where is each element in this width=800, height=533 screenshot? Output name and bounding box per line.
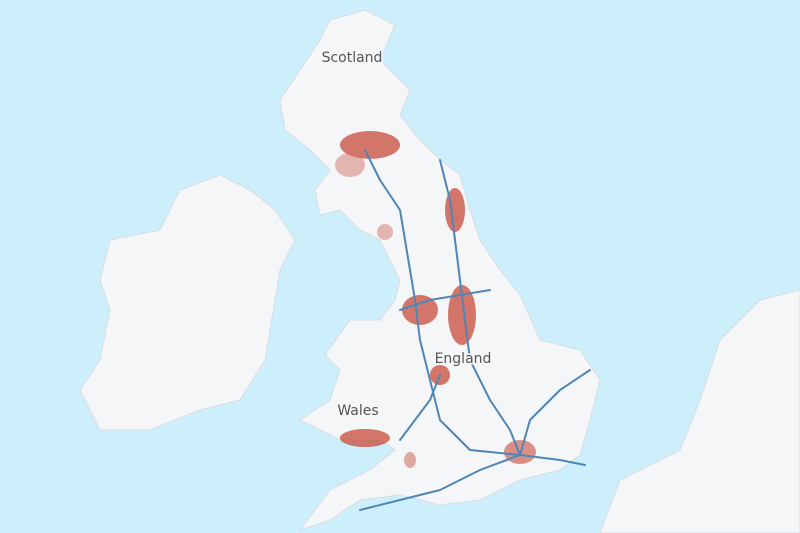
heat-area — [340, 131, 400, 159]
roads — [359, 149, 591, 511]
region-label: Scotland — [322, 50, 383, 66]
road — [519, 454, 586, 466]
heat-area — [377, 224, 393, 240]
road — [364, 149, 521, 456]
continent — [599, 289, 800, 533]
road — [439, 159, 521, 456]
road — [399, 289, 491, 311]
road — [399, 374, 441, 441]
road — [519, 369, 591, 456]
region-label: Wales — [337, 403, 378, 419]
heat-area — [448, 285, 476, 345]
road — [359, 454, 521, 511]
heat-area — [404, 452, 416, 468]
heat-area — [402, 295, 438, 325]
heat-area — [335, 153, 365, 177]
region-label: England — [435, 351, 492, 367]
ireland — [79, 174, 296, 431]
heat-area — [340, 429, 390, 447]
